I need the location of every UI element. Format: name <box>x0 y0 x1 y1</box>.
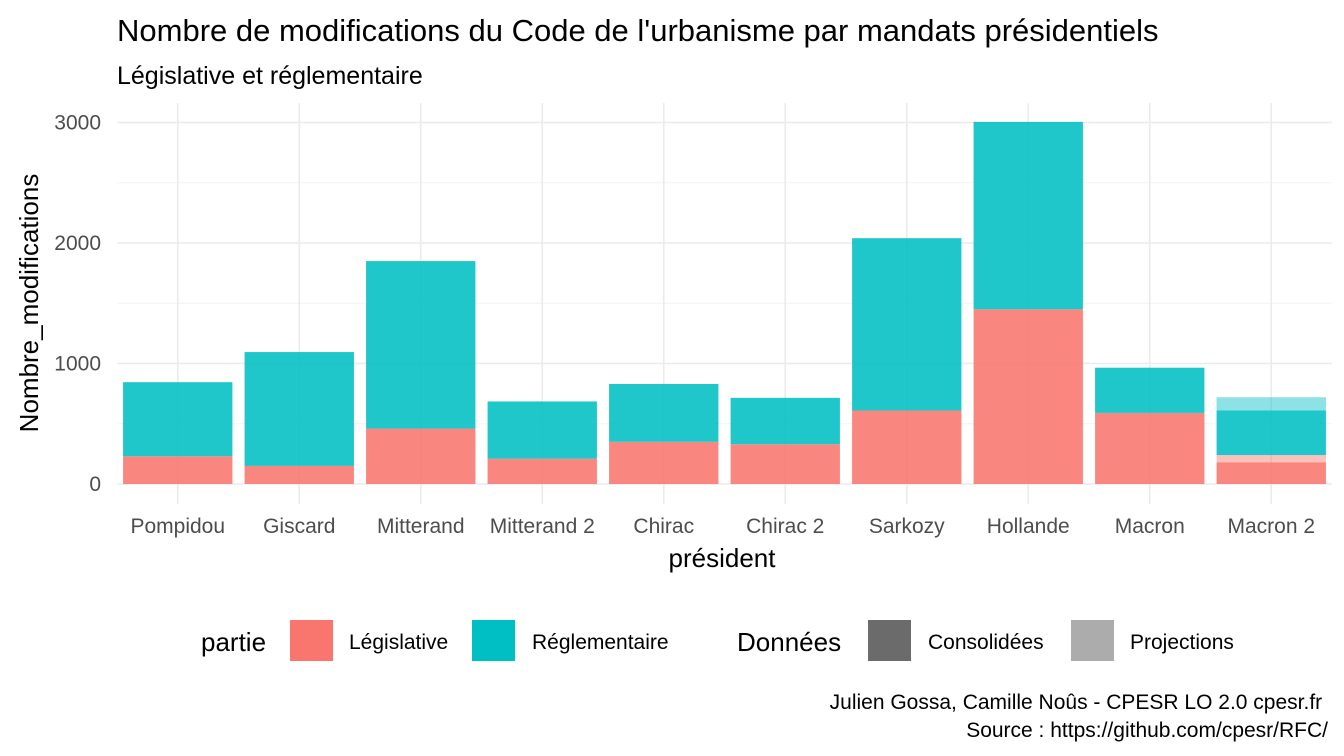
legend-label-consolidees: Consolidées <box>928 631 1044 654</box>
legend-fill-title: partie <box>201 627 266 657</box>
legend-label-reglementaire: Réglementaire <box>532 631 669 654</box>
y-axis-ticks: 0 1000 2000 3000 <box>54 112 101 497</box>
chart-title: Nombre de modifications du Code de l'urb… <box>117 13 1159 48</box>
x-axis-title: président <box>669 543 777 573</box>
legend-label-projections: Projections <box>1130 631 1234 654</box>
caption-credits: Julien Gossa, Camille Noûs - CPESR LO 2.… <box>830 691 1328 714</box>
x-tick-label: Mitterand 2 <box>490 515 595 538</box>
bar-reglementaire-3 <box>487 401 597 459</box>
bar-reglementaire-1 <box>244 352 354 466</box>
legend: partie Législative Réglementaire Données… <box>201 620 1234 661</box>
bar-legislative-1 <box>244 465 354 484</box>
bar-legislative-6 <box>852 410 962 484</box>
x-tick-label: Chirac <box>633 515 694 538</box>
x-tick-label: Chirac 2 <box>746 515 824 538</box>
legend-key-consolidees <box>868 620 911 661</box>
bar-reglementaire-0 <box>123 382 233 457</box>
x-tick-label: Macron <box>1115 515 1185 538</box>
bar-projection-legislative-9 <box>1216 455 1326 463</box>
bar-reglementaire-8 <box>1095 367 1205 413</box>
bar-reglementaire-6 <box>852 238 962 411</box>
y-tick-label: 0 <box>89 473 101 496</box>
bar-reglementaire-9 <box>1216 410 1326 456</box>
bar-reglementaire-5 <box>730 397 840 445</box>
y-axis-title: Nombre_modifications <box>14 174 44 433</box>
legend-label-legislative: Législative <box>349 631 448 654</box>
y-tick-label: 3000 <box>54 112 101 135</box>
bar-legislative-4 <box>609 441 719 484</box>
bar-legislative-8 <box>1095 412 1205 484</box>
bars <box>123 121 1326 484</box>
y-tick-label: 2000 <box>54 232 101 255</box>
x-tick-label: Hollande <box>987 515 1070 538</box>
x-axis-ticks: Pompidou Giscard Mitterand Mitterand 2 Chira… <box>130 515 1315 538</box>
x-tick-label: Sarkozy <box>869 515 945 538</box>
bar-legislative-3 <box>487 458 597 484</box>
bar-projection-reglementaire-9 <box>1216 397 1326 411</box>
caption-source: Source : https://github.com/cpesr/RFC/ <box>966 719 1328 742</box>
bar-reglementaire-2 <box>366 261 476 429</box>
bar-legislative-0 <box>123 456 233 484</box>
legend-key-projections <box>1071 620 1114 661</box>
chart-subtitle: Législative et réglementaire <box>117 62 423 90</box>
y-tick-label: 1000 <box>54 353 101 376</box>
x-tick-label: Giscard <box>263 515 335 538</box>
x-tick-label: Macron 2 <box>1227 515 1315 538</box>
bar-legislative-5 <box>730 444 840 484</box>
x-tick-label: Mitterand <box>377 515 465 538</box>
legend-key-legislative <box>290 620 333 661</box>
legend-key-reglementaire <box>472 620 515 661</box>
bar-reglementaire-4 <box>609 383 719 442</box>
legend-alpha-title: Données <box>737 627 841 657</box>
bar-legislative-2 <box>366 428 476 484</box>
bar-legislative-9 <box>1216 462 1326 484</box>
bar-reglementaire-7 <box>973 121 1083 310</box>
x-tick-label: Pompidou <box>130 515 225 538</box>
bar-legislative-7 <box>973 309 1083 484</box>
